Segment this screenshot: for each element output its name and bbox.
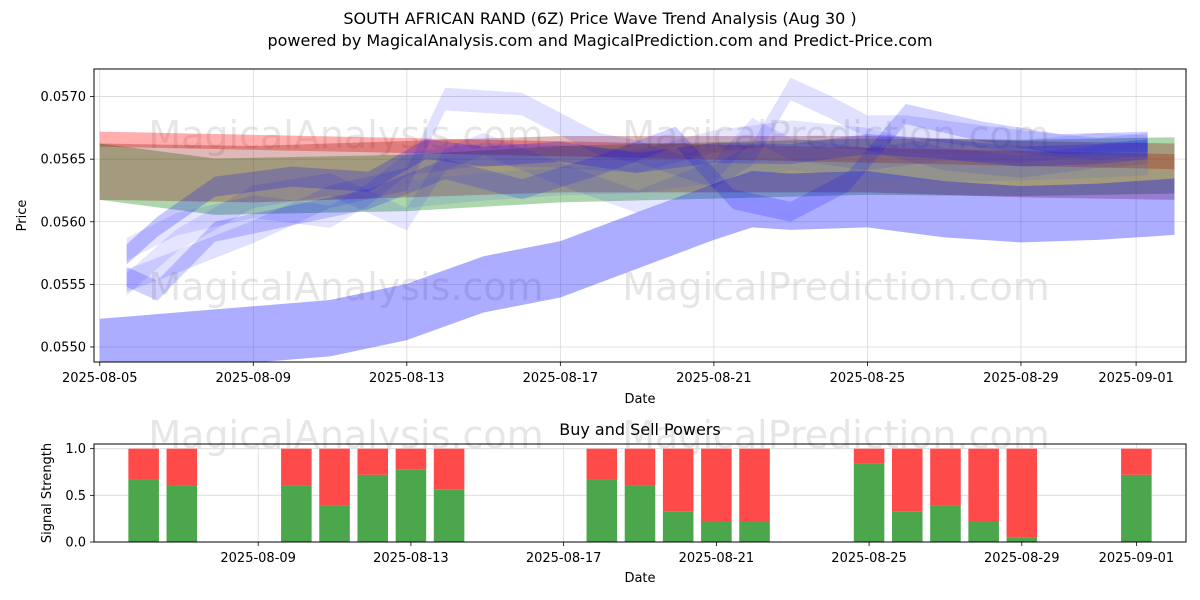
watermark-magicalprediction: MagicalPrediction.com [622,265,1050,309]
chart-subtitle: powered by MagicalAnalysis.com and Magic… [267,31,933,50]
price-xtick-label: 2025-08-25 [830,371,906,386]
buy-bar [395,469,427,542]
price-xtick-label: 2025-09-01 [1098,371,1174,386]
price-band-6 [126,104,1148,301]
price-ytick-label: 0.0550 [41,340,87,355]
price-xtick-label: 2025-08-21 [676,371,752,386]
sell-bar [968,448,999,522]
sell-bar [1006,448,1038,538]
buy-bar [281,485,312,542]
sell-bar [662,448,694,512]
sell-bar [586,448,618,480]
sell-bar [853,448,885,464]
buy-bar [968,521,999,542]
sell-bar [281,448,312,486]
power-ytick-label: 0.5 [65,489,86,504]
buy-bar [739,521,770,542]
sell-bar [1121,448,1152,475]
price-band-8 [126,117,1148,296]
price-band-9 [126,120,1148,261]
price-xtick-label: 2025-08-09 [216,371,292,386]
sell-bar [930,448,961,506]
price-ytick-label: 0.0555 [41,278,87,293]
price-ytick-label: 0.0560 [41,215,87,230]
buy-bar [892,511,923,542]
power-ytick-label: 1.0 [65,442,86,457]
sell-bar [128,448,159,480]
power-xlabel: Date [624,571,655,586]
sell-bar [701,448,732,522]
buy-bar [1121,474,1152,542]
buy-bar [319,505,350,542]
sell-bar [892,448,923,512]
buy-bar [930,505,961,542]
watermark-magicalprediction: MagicalPrediction.com [622,113,1050,157]
price-xtick-label: 2025-08-13 [369,371,445,386]
buy-bar [701,521,732,542]
price-band-7 [126,77,1148,292]
sell-bar [739,448,770,522]
buy-bar [662,511,694,542]
watermark-magicalanalysis: MagicalAnalysis.com [148,113,543,157]
power-xtick-label: 2025-08-13 [373,551,449,566]
price-xtick-label: 2025-08-29 [983,371,1059,386]
price-bands [99,77,1175,362]
price-band-5 [126,134,1148,265]
power-xtick-label: 2025-08-17 [526,551,602,566]
buy-bar [357,474,388,542]
sell-bar [395,448,427,470]
buy-bar [128,479,159,542]
price-axes-frame [93,68,1187,363]
sell-bar [357,448,388,475]
sell-bar [433,448,465,490]
power-ytick-label: 0.0 [65,536,86,551]
price-band-3 [99,135,1175,203]
power-xtick-label: 2025-08-09 [220,551,296,566]
watermark-magicalanalysis: MagicalAnalysis.com [148,265,543,309]
price-ytick-label: 0.0565 [41,153,87,168]
price-band-1 [99,131,1175,170]
power-xtick-label: 2025-09-01 [1099,551,1175,566]
price-ylabel: Price [15,200,30,232]
buy-bar [624,485,656,542]
price-ytick-label: 0.0570 [41,90,87,105]
chart-title: SOUTH AFRICAN RAND (6Z) Price Wave Trend… [343,9,857,28]
power-xtick-label: 2025-08-21 [679,551,755,566]
price-xlabel: Date [624,392,655,407]
buy-bar [166,485,198,542]
power-title: Buy and Sell Powers [559,420,721,439]
power-axes-frame [93,443,1187,543]
buy-bar [433,489,465,542]
sell-bar [624,448,656,486]
power-xtick-label: 2025-08-29 [984,551,1060,566]
power-xtick-label: 2025-08-25 [831,551,907,566]
buy-bar [586,479,618,542]
buy-bar [1006,537,1038,542]
price-xtick-label: 2025-08-05 [62,371,138,386]
sell-bar [319,448,350,506]
price-band-10 [406,142,1148,208]
price-band-2 [99,137,1175,215]
sell-bar [166,448,198,486]
power-ylabel: Signal Strength [40,443,55,543]
price-band-4 [99,171,1175,362]
price-xtick-label: 2025-08-17 [523,371,599,386]
buy-bar [853,463,885,542]
